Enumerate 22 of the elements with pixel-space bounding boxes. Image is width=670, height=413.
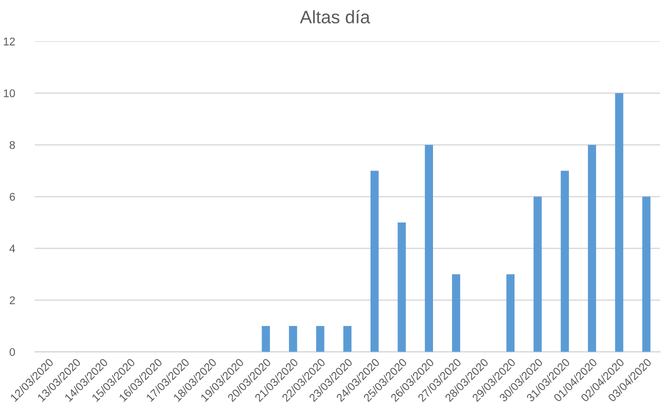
y-tick-label: 12 [4,38,15,46]
bar [262,326,270,352]
y-tick-label: 10 [4,89,15,98]
y-tick-label: 8 [10,141,15,149]
bar [588,144,596,352]
bar [560,170,569,352]
bar [642,196,650,352]
bar [506,274,515,352]
bar [343,326,352,352]
y-tick-label: 6 [10,192,15,201]
bar [398,222,406,352]
y-tick-label: 4 [9,244,16,252]
bar [534,196,542,352]
bar [424,144,434,352]
y-tick-label: 2 [10,296,15,304]
bar [370,170,379,352]
bar [316,326,324,352]
y-tick-label: 0 [10,348,15,356]
bar [452,274,460,352]
bar [615,93,624,352]
chart-title: Altas día [300,10,370,24]
bar [288,326,298,352]
